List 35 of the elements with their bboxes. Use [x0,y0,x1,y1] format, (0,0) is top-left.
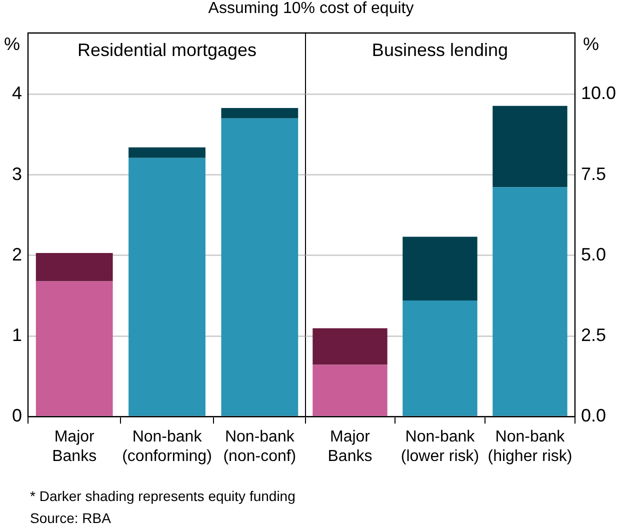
x-tick-label: Non-bank (non-conf) [223,428,296,465]
x-tick-label: Non-bank (lower risk) [400,428,480,465]
chart-subtitle: Assuming 10% cost of equity [207,0,415,18]
bar [492,187,568,416]
bar [36,281,113,416]
bar [492,106,568,188]
bar [128,158,206,416]
bar [128,147,206,158]
y2-tick-label: 0.0 [580,406,606,426]
source-note: Source: RBA [30,510,111,526]
x-tick-label: Non-bank (higher risk) [488,428,572,465]
bar [221,118,298,416]
bar [221,108,298,118]
bar [312,328,388,365]
y-tick-label: 4 [12,83,22,104]
y-tick-label: 0 [12,406,22,426]
x-tick-label: Major Banks [52,428,97,465]
y-tick-label: 3 [12,164,22,184]
bar [402,236,478,301]
chart-title: Business lending [372,40,508,60]
x-tick-label: Major Banks [328,428,372,465]
y2-tick-label: 10.0 [580,83,616,104]
bar [312,364,388,416]
y-tick-label: 2 [12,244,22,264]
y2-tick-label: 7.5 [580,164,606,184]
y2-tick-label: 2.5 [580,324,606,345]
y2-axis-title: % [582,34,599,54]
y2-tick-label: 5.0 [580,244,606,264]
text: * Darker shading represents equity funding [30,488,296,504]
y-tick-label: 1 [12,324,22,345]
chart-title: Residential mortgages [77,40,257,60]
bar [402,300,478,416]
x-tick-label: Non-bank (conforming) [122,428,212,465]
bar [36,253,113,282]
y-axis-title: % [4,34,20,54]
